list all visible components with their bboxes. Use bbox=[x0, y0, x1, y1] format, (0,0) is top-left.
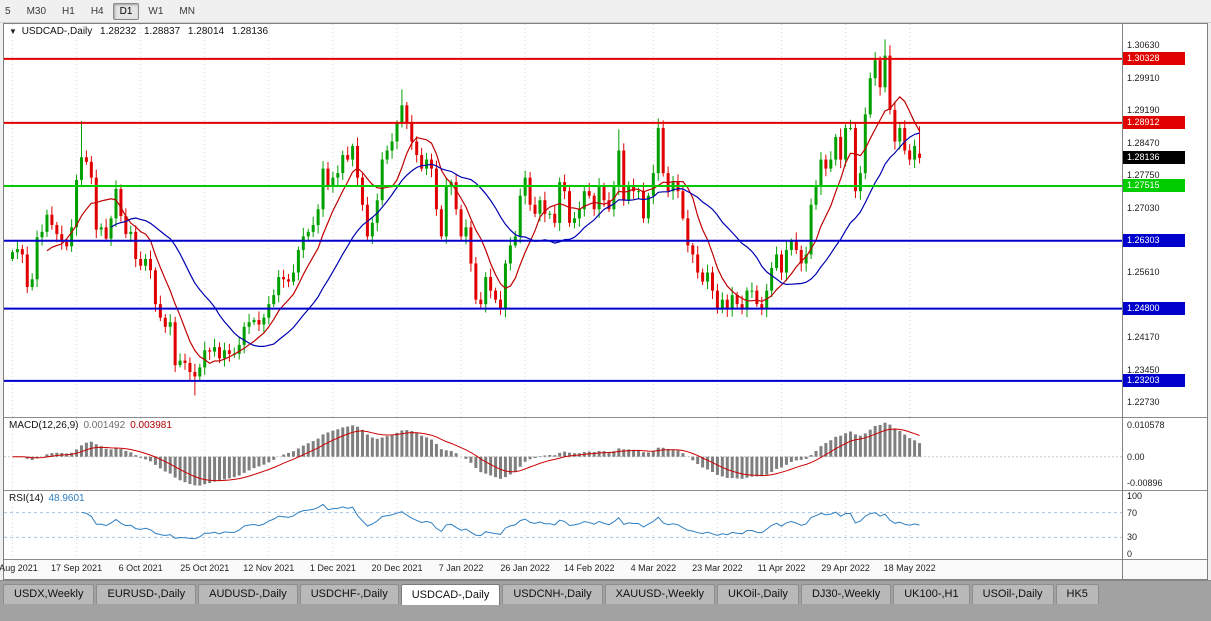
price-level-badge: 1.28912 bbox=[1123, 116, 1185, 130]
rsi-axis-label: 0 bbox=[1127, 549, 1133, 559]
date-axis-label: 23 Mar 2022 bbox=[692, 563, 743, 573]
price-axis-label: 1.25610 bbox=[1127, 267, 1160, 278]
price-axis-label: 1.27030 bbox=[1127, 202, 1160, 213]
price-axis-label: 1.29910 bbox=[1127, 72, 1160, 83]
date-axis-label: 7 Jan 2022 bbox=[438, 563, 484, 573]
date-axis-label: 30 Aug 2021 bbox=[0, 563, 38, 573]
price-axis-label: 1.27750 bbox=[1127, 170, 1160, 181]
chart-window: ▼ USDCAD-,Daily 1.28232 1.28837 1.28014 … bbox=[0, 23, 1208, 580]
pane-separator bbox=[4, 490, 1122, 491]
date-axis[interactable]: 30 Aug 2021 17 Sep 2021 6 Oct 2021 25 Oct 2… bbox=[0, 560, 1122, 579]
macd-axis[interactable]: 0.010578 0.00 -0.00896 bbox=[1123, 418, 1207, 490]
date-axis-label: 25 Oct 2021 bbox=[180, 563, 230, 573]
price-level-badge: 1.26303 bbox=[1123, 234, 1185, 248]
rsi-axis-label: 30 bbox=[1127, 532, 1138, 543]
chart-panes: ▼ USDCAD-,Daily 1.28232 1.28837 1.28014 … bbox=[0, 24, 1122, 579]
price-axis-label: 1.23450 bbox=[1127, 364, 1160, 375]
date-axis-label: 29 Apr 2022 bbox=[821, 563, 870, 573]
pane-separator bbox=[1123, 559, 1207, 560]
chart-tab-bar: USDX,Weekly EURUSD-,Daily AUDUSD-,Daily USD… bbox=[0, 580, 1211, 621]
pane-separator bbox=[4, 417, 1122, 418]
tab-dj30-weekly[interactable]: DJ30-,Weekly bbox=[800, 584, 892, 604]
tab-ukoil-daily[interactable]: UKOil-,Daily bbox=[717, 584, 799, 604]
pane-separator bbox=[1123, 417, 1207, 418]
tab-audusd-daily[interactable]: AUDUSD-,Daily bbox=[198, 584, 298, 604]
tab-usdcnh-daily[interactable]: USDCNH-,Daily bbox=[502, 584, 603, 604]
date-axis-label: 12 Nov 2021 bbox=[243, 563, 295, 573]
rsi-axis-label: 100 bbox=[1127, 491, 1143, 501]
price-axis-label: 1.30630 bbox=[1127, 40, 1160, 51]
current-price-badge: 1.28136 bbox=[1123, 151, 1185, 165]
tab-xauusd-weekly[interactable]: XAUUSD-,Weekly bbox=[604, 584, 716, 604]
date-axis-label: 14 Feb 2022 bbox=[563, 563, 615, 573]
price-scale-column: 1.30630 1.29910 1.29190 1.28470 1.27750 1.270… bbox=[1122, 24, 1207, 579]
tab-usoil-daily[interactable]: USOil-,Daily bbox=[971, 584, 1054, 604]
price-level-badge: 1.27515 bbox=[1123, 179, 1185, 193]
tf-button-w1[interactable]: W1 bbox=[148, 5, 164, 17]
tab-eurusd-daily[interactable]: EURUSD-,Daily bbox=[96, 584, 197, 604]
price-axis[interactable]: 1.30630 1.29910 1.29190 1.28470 1.27750 1.270… bbox=[1123, 24, 1207, 417]
date-axis-label: 4 Mar 2022 bbox=[630, 563, 677, 573]
price-level-badge: 1.30328 bbox=[1123, 52, 1185, 66]
price-axis-label: 1.29190 bbox=[1127, 105, 1160, 116]
tab-usdchf-daily[interactable]: USDCHF-,Daily bbox=[299, 584, 399, 604]
date-axis-label: 1 Dec 2021 bbox=[309, 563, 356, 573]
tf-button-h4[interactable]: H4 bbox=[90, 5, 104, 17]
date-axis-label: 11 Apr 2022 bbox=[757, 563, 806, 573]
date-axis-label: 6 Oct 2021 bbox=[118, 563, 163, 573]
rsi-axis-label: 70 bbox=[1127, 507, 1138, 518]
price-level-badge: 1.23203 bbox=[1123, 374, 1185, 388]
price-axis-label: 1.24170 bbox=[1127, 332, 1160, 343]
tab-usdcad-daily[interactable]: USDCAD-,Daily bbox=[400, 584, 501, 605]
date-axis-label: 18 May 2022 bbox=[883, 563, 936, 573]
tf-button-mn[interactable]: MN bbox=[179, 5, 195, 17]
tab-uk100-h1[interactable]: UK100-,H1 bbox=[893, 584, 970, 604]
tab-hk5[interactable]: HK5 bbox=[1055, 584, 1099, 604]
price-axis-label: 1.28470 bbox=[1127, 137, 1160, 148]
macd-indicator-pane[interactable]: MACD(12,26,9) 0.001492 0.003981 bbox=[4, 418, 1122, 490]
date-axis-label: 26 Jan 2022 bbox=[500, 563, 550, 573]
rsi-indicator-pane[interactable]: RSI(14) 48.9601 bbox=[4, 491, 1122, 559]
rsi-axis[interactable]: 100 70 30 0 bbox=[1123, 491, 1207, 559]
pane-separator bbox=[4, 559, 1122, 560]
tf-button-m30[interactable]: M30 bbox=[26, 5, 47, 17]
axis-corner bbox=[1123, 560, 1207, 579]
price-chart-pane[interactable]: ▼ USDCAD-,Daily 1.28232 1.28837 1.28014 … bbox=[4, 24, 1122, 417]
date-axis-label: 17 Sep 2021 bbox=[51, 563, 103, 573]
macd-axis-label: -0.00896 bbox=[1127, 478, 1163, 488]
tab-usdx-weekly[interactable]: USDX,Weekly bbox=[3, 584, 95, 604]
macd-axis-label: 0.010578 bbox=[1127, 420, 1165, 430]
tf-button-d1[interactable]: D1 bbox=[112, 2, 140, 20]
macd-axis-label: 0.00 bbox=[1127, 451, 1145, 462]
timeframe-toolbar: 5 M30 H1 H4 D1 W1 MN bbox=[0, 0, 1211, 23]
price-axis-label: 1.22730 bbox=[1127, 397, 1160, 408]
tf-button-h1[interactable]: H1 bbox=[62, 5, 75, 17]
pane-separator bbox=[1123, 490, 1207, 491]
tf-button-5[interactable]: 5 bbox=[5, 5, 11, 17]
date-axis-label: 20 Dec 2021 bbox=[371, 563, 423, 573]
price-level-badge: 1.24800 bbox=[1123, 302, 1185, 316]
